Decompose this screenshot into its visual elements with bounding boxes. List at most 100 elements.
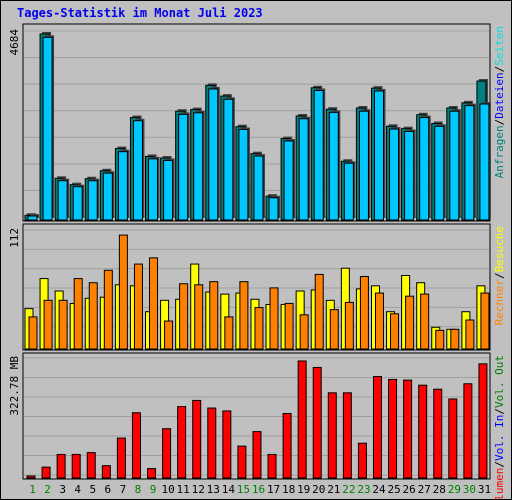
- bar-rechner: [103, 269, 113, 350]
- legend-entry: Vol. In: [493, 415, 506, 461]
- bar-dateien: [328, 111, 339, 221]
- bar-dateien: [283, 140, 294, 221]
- bar-volumen: [41, 466, 51, 479]
- x-tick-label: 29: [448, 483, 461, 496]
- x-tick-label: 11: [177, 483, 190, 496]
- bar-rechner: [269, 287, 279, 350]
- legend-entry: /: [493, 66, 506, 73]
- bar-dateien: [449, 110, 460, 221]
- bar-rechner: [118, 234, 128, 350]
- x-tick-label: 3: [59, 483, 66, 496]
- x-tick-label: 21: [327, 483, 340, 496]
- bar-dateien: [27, 215, 38, 221]
- x-tick-label: 12: [192, 483, 205, 496]
- chart-title: Tages-Statistik im Monat Juli 2023: [17, 6, 263, 20]
- bar-rechner: [284, 302, 294, 350]
- bar-rechner: [239, 281, 249, 350]
- bar-volumen: [222, 410, 232, 479]
- y-max-label: 322.78 MB: [8, 356, 21, 416]
- bar-dateien: [208, 88, 219, 221]
- chart-panel-bottom: 322.78 MB Volumen/Vol. In/Vol. Out: [8, 352, 506, 500]
- bar-volumen: [192, 399, 202, 479]
- x-tick-label: 24: [372, 483, 386, 496]
- bar-volumen: [448, 398, 458, 479]
- legend-entry: Rechner: [493, 279, 506, 326]
- bar-volumen: [282, 412, 292, 479]
- x-tick-label: 22: [342, 483, 355, 496]
- bar-rechner: [465, 319, 475, 350]
- legend-entry: /: [493, 272, 506, 279]
- bar-rechner: [374, 292, 384, 350]
- legend-entry: /: [493, 119, 506, 126]
- bar-rechner: [73, 278, 83, 350]
- bar-rechner: [133, 263, 143, 350]
- bar-dateien: [193, 112, 204, 221]
- x-tick-label: 2: [44, 483, 51, 496]
- x-tick-label: 30: [463, 483, 476, 496]
- bar-rechner: [254, 307, 264, 350]
- x-tick-label: 27: [418, 483, 431, 496]
- x-tick-label: 23: [357, 483, 370, 496]
- bar-rechner: [164, 320, 174, 350]
- bar-dateien: [268, 197, 279, 221]
- bar-volumen: [403, 379, 413, 479]
- bar-volumen: [101, 465, 111, 479]
- x-tick-label: 19: [297, 483, 310, 496]
- x-tick-label: 4: [74, 483, 81, 496]
- bar-dateien: [223, 98, 234, 221]
- bar-rechner: [344, 301, 354, 350]
- bar-rechner: [209, 281, 219, 350]
- x-tick-label: 16: [252, 483, 265, 496]
- bar-volumen: [177, 406, 187, 479]
- legend-label: Anfragen/Dateien/Seiten: [493, 26, 506, 178]
- bar-volumen: [26, 475, 36, 479]
- y-max-label: 112: [8, 228, 21, 248]
- bar-dateien: [102, 172, 113, 221]
- bar-volumen: [71, 453, 81, 479]
- bar-dateien: [163, 159, 174, 221]
- bar-volumen: [207, 407, 217, 479]
- bar-volumen: [267, 453, 277, 479]
- bar-volumen: [478, 363, 488, 479]
- bar-volumen: [357, 442, 367, 479]
- legend-entry: /: [493, 461, 506, 468]
- bar-rechner: [179, 283, 189, 350]
- bar-rechner: [149, 257, 159, 350]
- bar-dateien: [238, 128, 249, 221]
- x-tick-label: 18: [282, 483, 295, 496]
- legend-entry: /: [493, 408, 506, 415]
- x-tick-label: 28: [433, 483, 446, 496]
- bar-volumen: [56, 453, 66, 479]
- bar-volumen: [342, 392, 352, 479]
- bar-dateien: [253, 155, 264, 221]
- bar-rechner: [359, 276, 369, 350]
- bar-dateien: [298, 118, 309, 221]
- x-tick-label: 25: [387, 483, 400, 496]
- bar-volumen: [147, 468, 157, 479]
- bar-rechner: [435, 329, 445, 350]
- x-tick-label: 8: [135, 483, 142, 496]
- bar-dateien: [72, 186, 83, 221]
- x-tick-label: 7: [120, 483, 127, 496]
- bar-rechner: [299, 314, 309, 350]
- bar-rechner: [480, 292, 490, 350]
- bar-dateien: [404, 130, 415, 221]
- bar-volumen: [162, 428, 172, 479]
- chart-panel-middle: 112 Rechner/Besuche: [8, 223, 506, 351]
- bar-rechner: [28, 316, 38, 350]
- bar-rechner: [329, 309, 339, 350]
- bar-volumen: [388, 378, 398, 479]
- legend-label: Rechner/Besuche: [493, 226, 506, 325]
- x-tick-label: 17: [267, 483, 280, 496]
- x-tick-label: 6: [105, 483, 112, 496]
- bar-dateien: [373, 90, 384, 221]
- bar-dateien: [343, 162, 354, 221]
- bar-volumen: [327, 392, 337, 479]
- bar-rechner: [450, 328, 460, 350]
- legend-label: Volumen/Vol. In/Vol. Out: [493, 355, 506, 500]
- x-tick-label: 10: [161, 483, 174, 496]
- bar-dateien: [57, 180, 68, 221]
- bar-volumen: [131, 412, 141, 479]
